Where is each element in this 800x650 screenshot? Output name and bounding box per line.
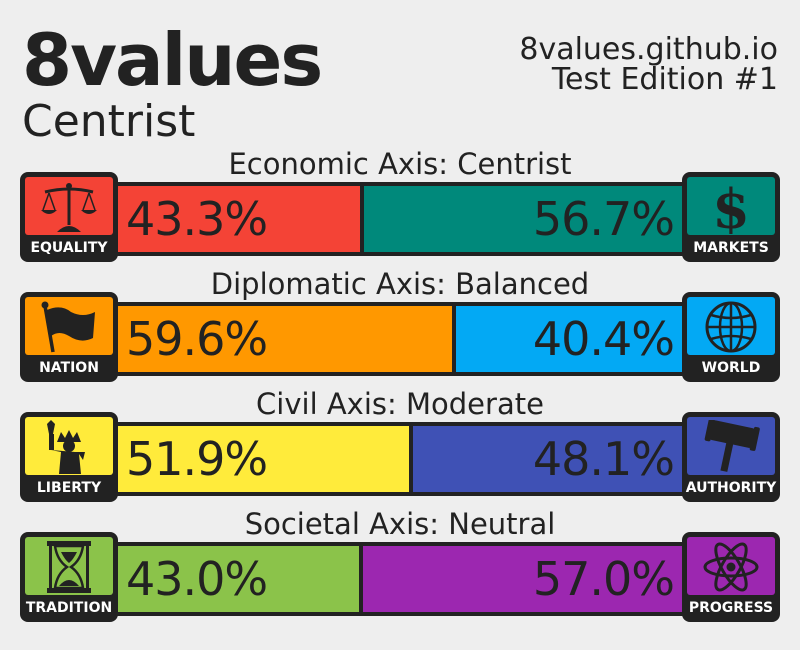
icon-bg	[687, 297, 775, 355]
bar-left-segment: 43.0%	[116, 546, 359, 612]
axis-bar: 59.6% 40.4%	[112, 302, 688, 376]
globe-icon	[705, 301, 757, 353]
world-badge: WORLD	[682, 292, 780, 382]
icon-bg: $	[687, 177, 775, 235]
badge-label: EQUALITY	[30, 240, 108, 256]
dollar-icon: $	[712, 180, 750, 234]
authority-badge: AUTHORITY	[682, 412, 780, 502]
nation-badge: NATION	[20, 292, 118, 382]
badge-label: WORLD	[701, 360, 761, 376]
bar-right-segment: 57.0%	[363, 546, 684, 612]
markets-badge: $ MARKETS	[682, 172, 780, 262]
tradition-badge: TRADITION	[20, 532, 118, 622]
badge-label: NATION	[39, 360, 99, 376]
badge-label: LIBERTY	[36, 480, 102, 496]
liberty-badge: LIBERTY	[20, 412, 118, 502]
scales-icon	[41, 183, 97, 232]
badge-label: PROGRESS	[688, 600, 774, 616]
percent-right: 56.7%	[532, 192, 675, 246]
icon-bg	[25, 177, 113, 235]
percent-right: 48.1%	[532, 432, 675, 486]
badge-label: AUTHORITY	[685, 480, 777, 496]
statue-of-liberty-icon	[47, 420, 85, 474]
axis-label: Diplomatic Axis: Balanced	[210, 267, 590, 301]
percent-right: 40.4%	[532, 312, 675, 366]
bar-left-segment: 43.3%	[116, 186, 360, 252]
icon-bg	[25, 537, 113, 595]
badge-label: TRADITION	[25, 600, 113, 616]
bar-right-segment: 56.7%	[364, 186, 684, 252]
percent-left: 51.9%	[126, 432, 268, 486]
icon-bg	[25, 297, 113, 355]
axis-label: Economic Axis: Centrist	[228, 147, 572, 181]
axis-label: Civil Axis: Moderate	[256, 387, 544, 421]
svg-text:$: $	[712, 180, 750, 234]
axis-label: Societal Axis: Neutral	[244, 507, 556, 541]
icon-bg	[687, 417, 775, 475]
hourglass-icon	[47, 541, 91, 593]
percent-left: 43.0%	[126, 552, 268, 606]
icon-bg	[25, 417, 113, 475]
bar-left-segment: 51.9%	[116, 426, 409, 492]
percent-left: 59.6%	[126, 312, 268, 366]
atom-icon	[703, 542, 759, 592]
gavel-icon	[704, 420, 760, 472]
flag-icon	[41, 301, 95, 353]
axis-bar: 51.9% 48.1%	[112, 422, 688, 496]
progress-badge: PROGRESS	[682, 532, 780, 622]
ideology-result: Centrist	[22, 96, 196, 147]
axis-bar: 43.3% 56.7%	[112, 182, 688, 256]
bar-right-segment: 40.4%	[456, 306, 684, 372]
equality-badge: EQUALITY	[20, 172, 118, 262]
badge-label: MARKETS	[693, 240, 769, 256]
site-url: 8values.github.io	[519, 32, 778, 67]
bar-right-segment: 48.1%	[413, 426, 684, 492]
percent-left: 43.3%	[126, 192, 268, 246]
percent-right: 57.0%	[532, 552, 675, 606]
axis-bar: 43.0% 57.0%	[112, 542, 688, 616]
icon-bg	[687, 537, 775, 595]
edition-label: Test Edition #1	[551, 62, 778, 97]
app-title: 8values	[22, 18, 323, 102]
bar-left-segment: 59.6%	[116, 306, 452, 372]
